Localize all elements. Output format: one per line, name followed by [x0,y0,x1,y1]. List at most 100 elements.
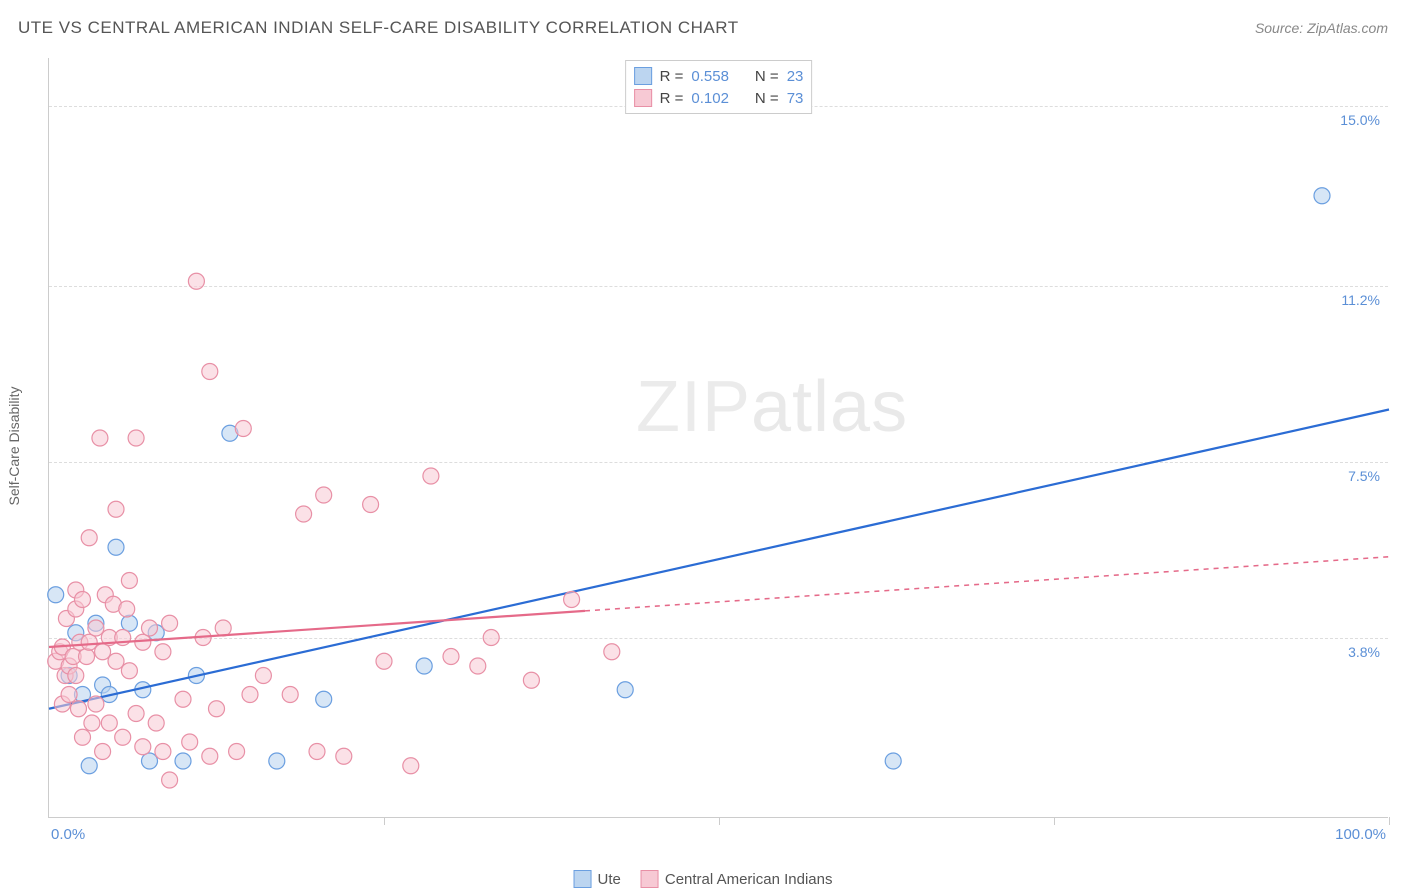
legend-stat-row: R = 0.558 N = 23 [634,65,804,87]
data-point [188,273,204,289]
data-point [423,468,439,484]
data-point [403,758,419,774]
n-value: 23 [787,68,804,85]
data-point [108,501,124,517]
legend-swatch-icon [574,870,592,888]
data-point [202,364,218,380]
data-point [121,663,137,679]
data-point [119,601,135,617]
data-point [363,497,379,513]
data-point [617,682,633,698]
data-point [209,701,225,717]
data-point [128,706,144,722]
data-point [523,672,539,688]
x-tick-max: 100.0% [1335,826,1386,843]
legend-series-item: Ute [574,870,621,888]
data-point [235,421,251,437]
data-point [885,753,901,769]
data-point [135,634,151,650]
legend-swatch-icon [641,870,659,888]
data-point [155,744,171,760]
legend-series-label: Ute [598,871,621,888]
legend-series: Ute Central American Indians [574,870,833,888]
data-point [175,691,191,707]
data-point [142,753,158,769]
data-point [108,653,124,669]
data-point [48,587,64,603]
data-point [564,592,580,608]
data-point [121,573,137,589]
data-point [175,753,191,769]
data-point [162,615,178,631]
data-point [121,615,137,631]
x-tick [384,817,385,825]
data-point [443,649,459,665]
data-point [142,620,158,636]
chart-title: UTE VS CENTRAL AMERICAN INDIAN SELF-CARE… [18,18,739,38]
data-point [309,744,325,760]
data-point [115,729,131,745]
data-point [242,687,258,703]
plot-canvas [49,58,1388,817]
data-point [416,658,432,674]
data-point [81,530,97,546]
data-point [182,734,198,750]
legend-swatch-icon [634,89,652,107]
trend-line [49,410,1389,709]
data-point [282,687,298,703]
x-tick [719,817,720,825]
data-point [79,649,95,665]
data-point [81,634,97,650]
data-point [92,430,108,446]
data-point [148,715,164,731]
data-point [229,744,245,760]
y-axis-label: Self-Care Disability [6,386,22,505]
data-point [135,739,151,755]
data-point [95,744,111,760]
n-label: N = [755,68,779,85]
data-point [61,687,77,703]
data-point [108,539,124,555]
legend-series-label: Central American Indians [665,871,833,888]
source-attribution: Source: ZipAtlas.com [1255,20,1388,36]
data-point [269,753,285,769]
data-point [101,715,117,731]
data-point [376,653,392,669]
r-value: 0.558 [691,68,729,85]
data-point [604,644,620,660]
r-value: 0.102 [691,90,729,107]
data-point [296,506,312,522]
data-point [483,630,499,646]
data-point [75,592,91,608]
r-label: R = [660,68,684,85]
data-point [81,758,97,774]
data-point [336,748,352,764]
data-point [75,729,91,745]
data-point [255,668,271,684]
data-point [316,691,332,707]
n-label: N = [755,90,779,107]
data-point [215,620,231,636]
scatter-plot: ZIPatlas 3.8%7.5%11.2%15.0% R =0.558N =2… [48,58,1388,818]
legend-series-item: Central American Indians [641,870,833,888]
data-point [316,487,332,503]
data-point [470,658,486,674]
data-point [70,701,86,717]
trend-line-extrapolated [585,557,1389,611]
data-point [1314,188,1330,204]
legend-stat-row: R = 0.102 N = 73 [634,87,804,109]
data-point [202,748,218,764]
data-point [88,696,104,712]
n-value: 73 [787,90,804,107]
data-point [84,715,100,731]
data-point [68,668,84,684]
x-tick [1389,817,1390,825]
x-tick [1054,817,1055,825]
x-tick-min: 0.0% [51,826,85,843]
data-point [128,430,144,446]
data-point [155,644,171,660]
legend-swatch-icon [634,67,652,85]
data-point [88,620,104,636]
r-label: R = [660,90,684,107]
legend-stats: R = 0.558 N = 23 R = 0.102 N = 73 [625,60,813,114]
